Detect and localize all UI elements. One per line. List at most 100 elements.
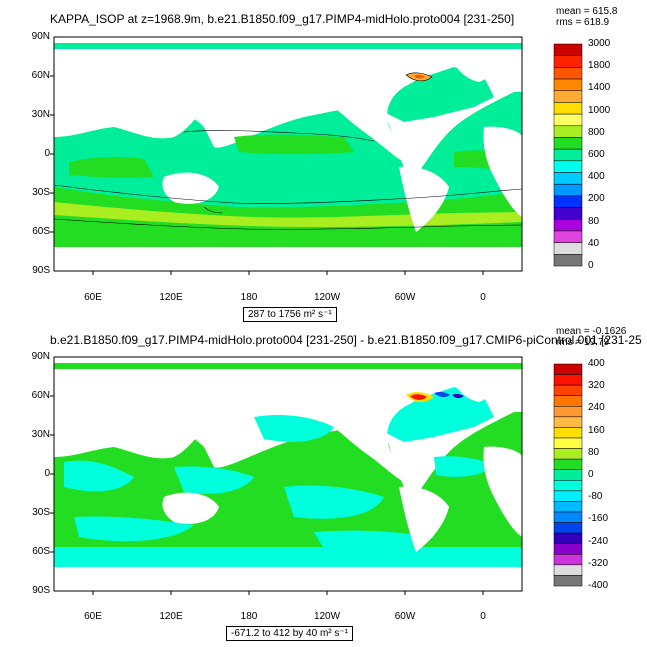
bottom-colorbar-label: -240 [588,535,609,547]
bottom-colorbar-label: 160 [588,424,605,436]
top-colorbar-label: 800 [588,126,605,138]
top-colorbar-label: 3000 [588,38,611,49]
top-hotspot [405,72,433,82]
top-colorbar-swatch [553,172,583,185]
bottom-lat-60s: 60S [32,546,50,557]
top-colorbar-swatch [553,67,583,80]
bottom-lon-60e: 60E [84,611,102,622]
bottom-colorbar-label: 320 [588,380,605,392]
bottom-lat-30n: 30N [31,429,50,440]
bottom-colorbar-swatch [553,522,583,534]
bottom-lon-60w: 60W [394,611,416,622]
bottom-colorbar-swatch [553,437,583,449]
bottom-colorbar-swatch [553,543,583,555]
bottom-ticks [50,395,484,595]
bottom-colorbar-swatch [553,501,583,513]
top-ticks [50,75,484,275]
bottom-colorbar-label: 240 [588,402,605,414]
top-colorbar-label: 200 [588,193,605,205]
bottom-colorbar-swatch [553,490,583,502]
top-colorbar-swatch [553,113,583,127]
top-lat-90n: 90N [31,31,50,42]
top-colorbar-swatch [553,219,583,232]
bottom-panel-rms: rms = 19.79 [556,337,610,348]
top-colorbar-swatch [553,183,583,197]
top-panel-rms: rms = 618.9 [556,17,610,28]
bottom-colorbar-swatch [553,458,583,470]
bottom-colorbar-swatch [553,384,583,396]
bottom-hotspot [406,391,464,403]
bottom-colorbar-label: 80 [588,446,600,458]
bottom-colorbar-label: -320 [588,557,609,569]
top-lat-0: 0 [44,148,50,159]
bottom-lon-120e: 120E [159,611,183,622]
bottom-colorbar-swatch [553,363,583,375]
bottom-colorbar-label: -160 [588,513,609,525]
bottom-lat-0: 0 [44,468,50,479]
top-lat-60s: 60S [32,226,50,237]
top-colorbar-swatch [553,195,583,208]
top-lon-180: 180 [240,292,258,303]
bottom-lat-90s: 90S [32,585,50,596]
bottom-colorbar [553,363,583,587]
top-lon-120e: 120E [159,292,183,303]
top-colorbar-label: 600 [588,149,605,160]
bottom-lon-180: 180 [240,611,258,622]
top-colorbar-swatch [553,90,583,103]
bottom-colorbar-swatch [553,469,583,481]
top-colorbar-swatch [553,254,583,267]
top-colorbar-swatch [553,137,583,150]
top-colorbar-swatch [553,78,583,91]
top-colorbar-label: 0 [588,260,594,271]
bottom-colorbar-swatch [553,374,583,386]
top-colorbar-label: 1000 [588,104,611,116]
bottom-colorbar-label: -80 [588,491,603,503]
bottom-lon-120w: 120W [313,611,341,622]
bottom-lat-90n: 90N [31,351,50,362]
bottom-colorbar-swatch [553,480,583,492]
bottom-colorbar-label: -400 [588,580,609,591]
bottom-colorbar-label: 0 [588,469,594,480]
top-colorbar-swatch [553,207,583,220]
bottom-panel-mean: mean = -0.1626 [556,326,627,337]
top-colorbar-labels: 3000 1800 1400 1000 800 600 400 200 80 40 0 [588,38,638,271]
top-colorbar-swatch [553,43,583,56]
top-lat-30n: 30N [31,109,50,120]
top-map [50,36,523,275]
top-range-label: 287 to 1756 m² s⁻¹ [243,307,337,322]
top-colorbar-swatch [553,230,583,243]
top-colorbar-swatch [553,102,583,115]
top-lat-30s: 30S [32,187,50,198]
top-green-bands [54,134,522,247]
bottom-colorbar-swatch [553,448,583,460]
bottom-cyan-patches [54,415,522,567]
top-panel-mean: mean = 615.8 [556,6,618,17]
bottom-colorbar-swatch [553,564,583,576]
bottom-colorbar-swatch [553,554,583,566]
top-colorbar-swatch [553,242,583,255]
top-colorbar-swatch [553,55,583,68]
top-colorbar-label: 400 [588,171,605,183]
top-colorbar [553,43,583,267]
bottom-lon-0: 0 [480,611,486,622]
bottom-colorbar-swatch [553,395,583,407]
top-colorbar-swatch [553,125,583,138]
top-lon-120w: 120W [313,292,341,303]
bottom-range-label: -671.2 to 412 by 40 m² s⁻¹ [226,626,354,641]
bottom-colorbar-swatch [553,575,583,587]
bottom-lat-30s: 30S [32,507,50,518]
top-lat-90s: 90S [32,265,50,276]
bottom-map [50,356,523,595]
top-colorbar-label: 40 [588,237,600,249]
top-colorbar-swatch [553,160,583,173]
bottom-colorbar-labels: 400 320 240 160 80 0 -80 -160 -240 -320 -400 [588,358,638,591]
bottom-colorbar-swatch [553,427,583,439]
top-colorbar-label: 1400 [588,82,611,94]
top-lon-60w: 60W [394,292,416,303]
top-colorbar-label: 80 [588,215,600,227]
top-lon-60e: 60E [84,292,102,303]
bottom-colorbar-swatch [553,511,583,523]
bottom-lat-60n: 60N [31,390,50,401]
top-colorbar-label: 1800 [588,60,611,72]
bottom-colorbar-swatch [553,406,583,418]
